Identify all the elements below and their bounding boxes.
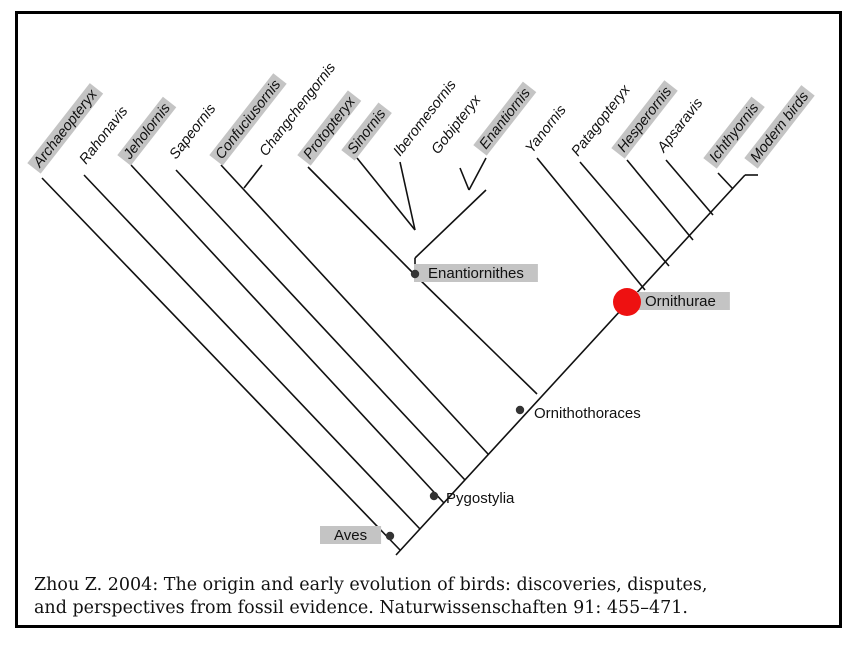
taxon-highlight-sinornis: [341, 102, 392, 161]
clade-node-enantiornithes: [410, 269, 420, 279]
clade-node-aves: [385, 531, 395, 541]
clade-highlight-enantiornithes: [414, 264, 538, 282]
taxon-text-sinornis: Sinornis: [345, 106, 390, 157]
branch-jeholornis: [130, 164, 445, 504]
branch-changchengornis: [243, 164, 263, 189]
branch-archaeopteryx: [41, 177, 401, 551]
branch-apsaravis: [665, 159, 714, 216]
clade-node-ornithothoraces: [515, 405, 525, 415]
clade-label-ornithurae: Ornithurae: [645, 293, 716, 310]
clade-label-aves: Aves: [334, 527, 367, 544]
taxon-label-yanornis: Yanornis: [523, 102, 570, 156]
clade-node-pygostylia: [429, 491, 439, 501]
taxon-highlight-confuciusornis: [209, 73, 287, 166]
taxon-text-iberomesornis: Iberomesornis: [391, 77, 460, 159]
branch-yanornis: [536, 157, 646, 291]
taxon-highlight-modern-birds: [744, 85, 815, 169]
branch-enantiornithes-stem: [414, 274, 538, 395]
taxon-highlight-enantiornis: [473, 81, 537, 156]
clade-node-ornithurae: [613, 288, 641, 316]
taxon-highlight-ichthyornis: [703, 96, 765, 169]
clade-highlight-ornithurae: [631, 292, 730, 310]
branch-sapeornis: [175, 169, 466, 481]
taxon-label-modern-birds: Modern birds: [744, 85, 815, 169]
branch-confuciusornis: [220, 164, 489, 455]
clade-label-ornithothoraces: Ornithothoraces: [534, 405, 641, 422]
clade-label-pygostylia: Pygostylia: [446, 490, 515, 507]
branch-patagopteryx: [579, 161, 670, 267]
citation-line-1: Zhou Z. 2004: The origin and early evolu…: [34, 575, 708, 595]
taxon-highlight-archaeopteryx: [27, 83, 104, 174]
clade-highlight-aves: [320, 526, 382, 544]
branch-sinornis: [356, 157, 416, 231]
taxon-highlight-hesperornis: [611, 80, 678, 159]
branch-protopteryx: [307, 166, 416, 276]
branch-gobipteryx: [459, 167, 470, 191]
branch-iberomesornis: [399, 161, 416, 231]
taxon-highlight-jeholornis: [117, 96, 177, 166]
taxon-text-jeholornis: Jeholornis: [120, 101, 174, 164]
taxon-highlight-protopteryx: [297, 90, 362, 166]
branch-hesperornis: [626, 159, 694, 241]
taxon-text-modern-birds: Modern birds: [748, 89, 813, 166]
branch-ichthyornis: [717, 172, 734, 190]
citation-caption: Zhou Z. 2004: The origin and early evolu…: [34, 574, 834, 620]
clade-label-enantiornithes: Enantiornithes: [428, 265, 524, 282]
branch-enantiornithes-inner: [414, 189, 487, 259]
branch-rahonavis: [83, 174, 421, 530]
taxon-text-yanornis: Yanornis: [523, 102, 570, 156]
main-spine: [395, 174, 746, 556]
taxon-label-iberomesornis: Iberomesornis: [391, 77, 460, 159]
taxon-label-jeholornis: Jeholornis: [117, 96, 177, 166]
branch-enantiornis-tip: [468, 157, 487, 191]
citation-line-2: and perspectives from fossil evidence. N…: [34, 598, 688, 618]
